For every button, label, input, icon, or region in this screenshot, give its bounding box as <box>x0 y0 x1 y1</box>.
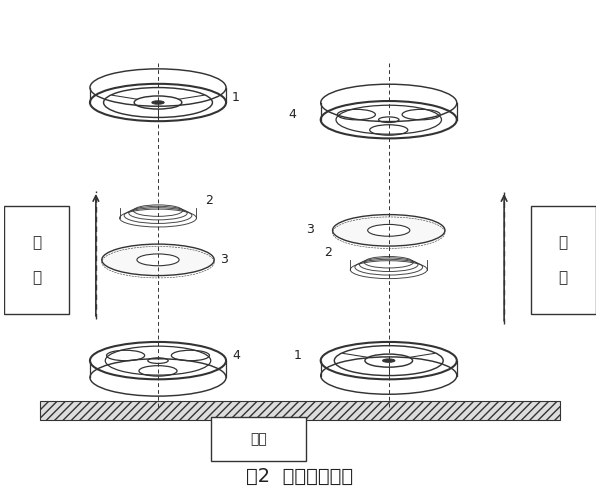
Text: 1: 1 <box>294 349 302 362</box>
Text: 4: 4 <box>232 349 240 362</box>
Text: 3: 3 <box>220 253 228 266</box>
Bar <box>40 401 560 419</box>
Ellipse shape <box>383 359 395 362</box>
Ellipse shape <box>152 101 164 104</box>
Ellipse shape <box>137 254 179 266</box>
Text: 出

气: 出 气 <box>32 235 41 284</box>
Text: 2: 2 <box>323 246 332 259</box>
FancyBboxPatch shape <box>531 206 596 314</box>
Ellipse shape <box>102 244 214 276</box>
Text: 图2  进出气原理图: 图2 进出气原理图 <box>247 467 353 486</box>
Text: 气缸: 气缸 <box>250 432 267 446</box>
FancyBboxPatch shape <box>211 417 306 462</box>
Text: 进

气: 进 气 <box>559 235 568 284</box>
Ellipse shape <box>332 214 445 246</box>
Text: 1: 1 <box>232 90 240 104</box>
Text: 3: 3 <box>306 224 314 236</box>
Ellipse shape <box>368 224 410 236</box>
FancyBboxPatch shape <box>4 206 69 314</box>
Text: 2: 2 <box>205 194 213 207</box>
Text: 4: 4 <box>288 108 296 121</box>
